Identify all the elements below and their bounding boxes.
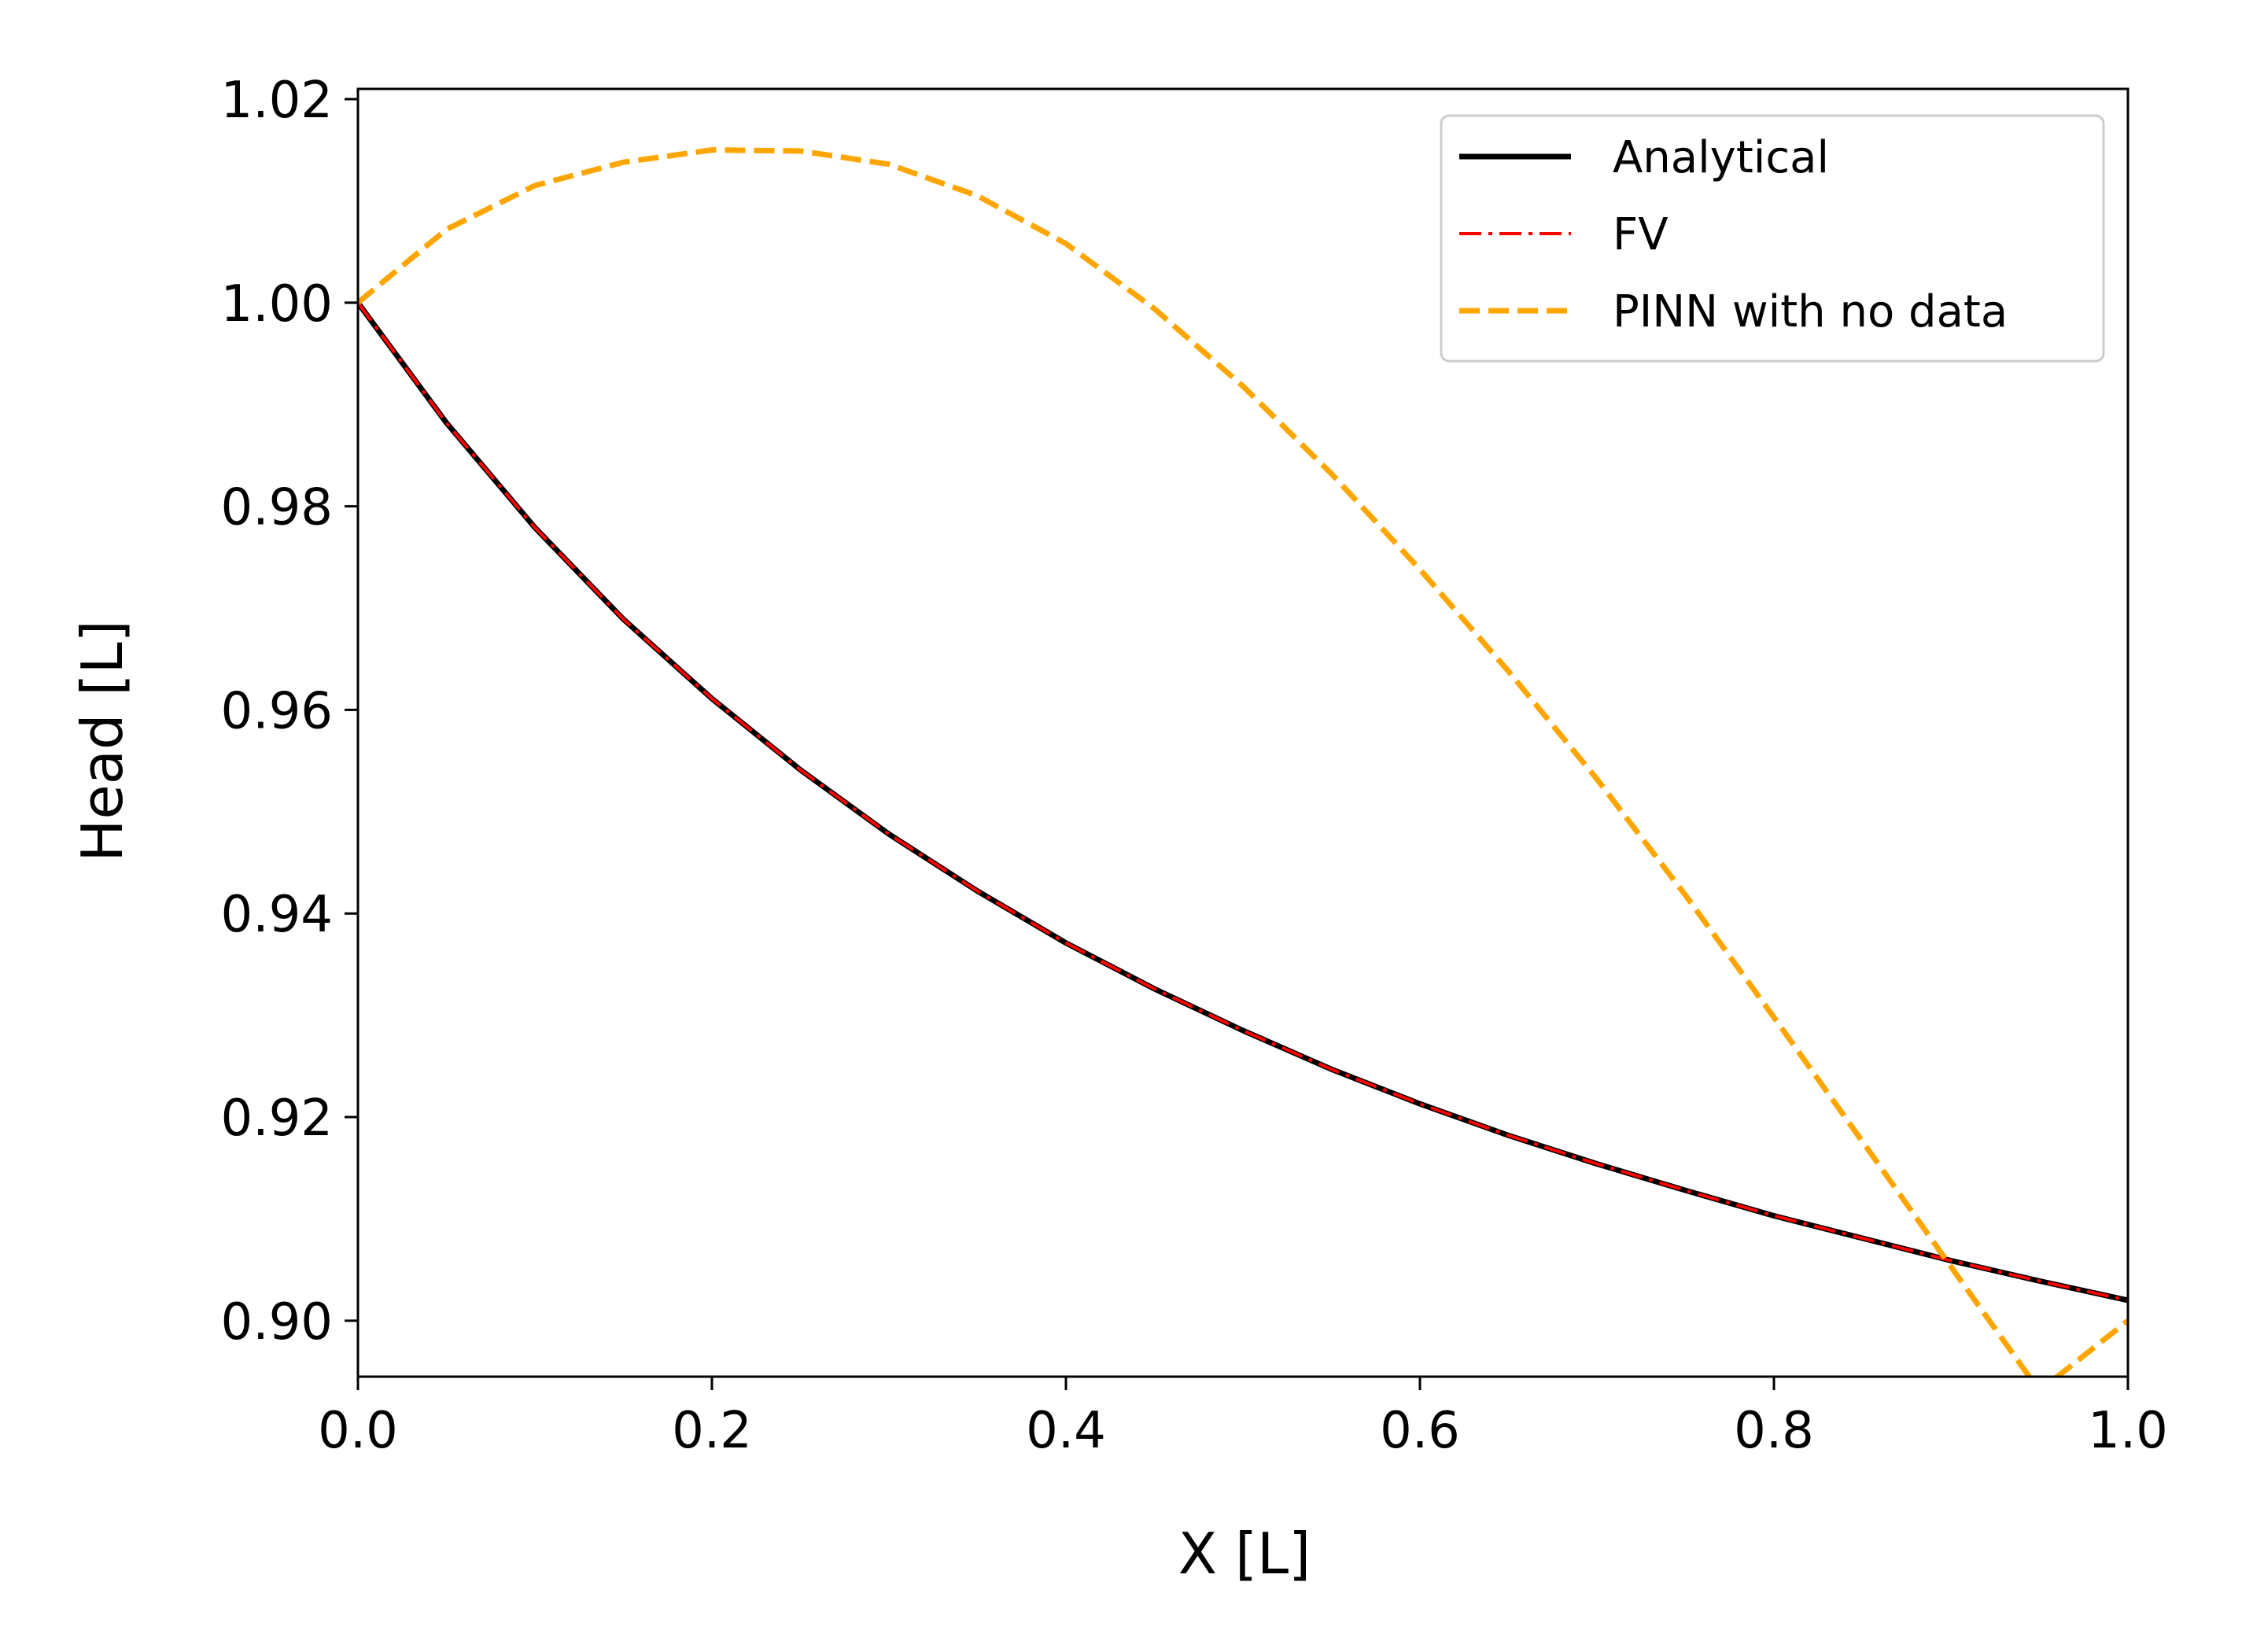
- y-tick-label: 0.94: [221, 886, 334, 944]
- series-line-fv: [358, 301, 2128, 1302]
- y-tick-label: 1.02: [221, 72, 334, 130]
- x-axis-label: X [L]: [1178, 1521, 1311, 1587]
- x-tick-label: 0.2: [672, 1402, 752, 1460]
- x-tick-label: 0.6: [1380, 1402, 1460, 1460]
- x-tick-label: 0.0: [318, 1402, 398, 1460]
- axes-frame: [356, 87, 2130, 1378]
- legend-frame: [1440, 114, 2105, 363]
- legend-label-pinn: PINN with no data: [1613, 286, 2008, 337]
- x-tick-label: 0.4: [1026, 1402, 1106, 1460]
- y-axis-label: Head [L]: [69, 620, 135, 861]
- y-tick-label: 1.00: [221, 275, 334, 334]
- series-line-pinn-with-no-data: [358, 147, 2128, 1377]
- y-tick-label: 0.92: [221, 1090, 334, 1148]
- legend-label-fv: FV: [1613, 209, 1669, 260]
- x-tick-label: 0.8: [1734, 1402, 1814, 1460]
- plot-area: [358, 147, 2128, 1377]
- series-line-analytical: [358, 301, 2128, 1304]
- axes: 0.0 0.2 0.4 0.6 0.8 1.0 0.90 0.92 0.94 0.96 0.98 1.…: [221, 72, 2168, 1460]
- y-tick-label: 0.90: [221, 1293, 334, 1351]
- y-tick-label: 0.96: [221, 682, 334, 740]
- y-tick-label: 0.98: [221, 479, 334, 537]
- x-tick-label: 1.0: [2088, 1402, 2168, 1460]
- legend: Analytical FV PINN with no data: [1440, 114, 2105, 363]
- legend-label-analytical: Analytical: [1613, 132, 1829, 183]
